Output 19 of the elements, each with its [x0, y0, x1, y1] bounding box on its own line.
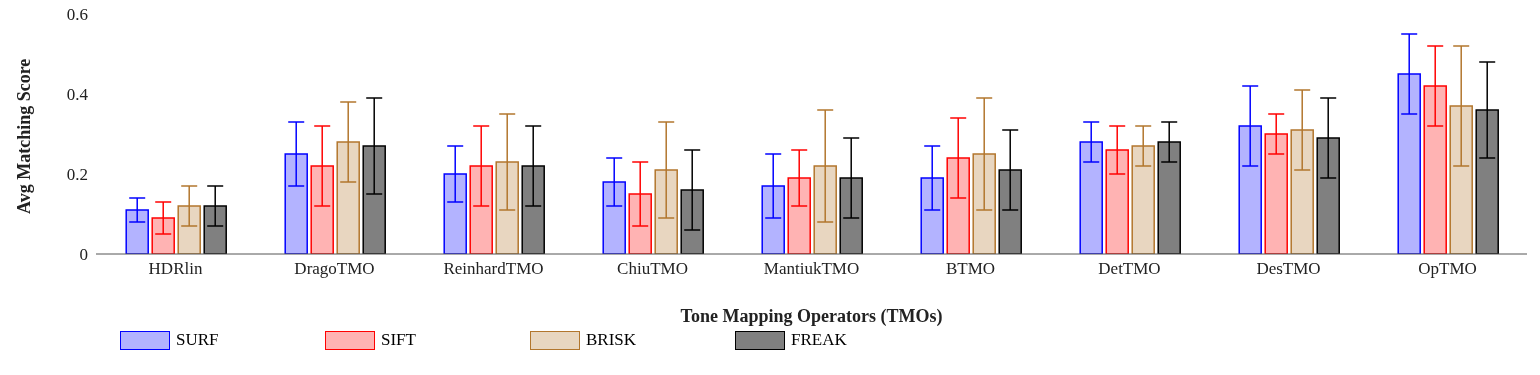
legend-label: FREAK [791, 330, 847, 350]
y-tick-label: 0.2 [66, 165, 88, 185]
x-tick-label: ReinhardTMO [443, 259, 544, 279]
x-tick-label: DragoTMO [294, 259, 375, 279]
x-tick-label: MantiukTMO [763, 259, 860, 279]
x-tick-label: OpTMO [1418, 259, 1477, 279]
legend-label: SURF [176, 330, 219, 350]
y-tick-label: 0 [79, 245, 88, 265]
x-tick-label: HDRlin [148, 259, 203, 279]
x-tick-label: DesTMO [1256, 259, 1321, 279]
x-tick-label: BTMO [945, 259, 996, 279]
y-tick-label: 0.4 [66, 85, 89, 105]
legend-label: SIFT [381, 330, 416, 350]
y-tick-label: 0.6 [66, 5, 88, 25]
legend-label: BRISK [586, 330, 637, 350]
x-axis-title: Tone Mapping Operators (TMOs) [680, 306, 943, 327]
x-tick-label: DetTMO [1098, 259, 1161, 279]
y-axis-title: Avg Matching Score [14, 58, 35, 214]
x-tick-label: ChiuTMO [617, 259, 688, 279]
